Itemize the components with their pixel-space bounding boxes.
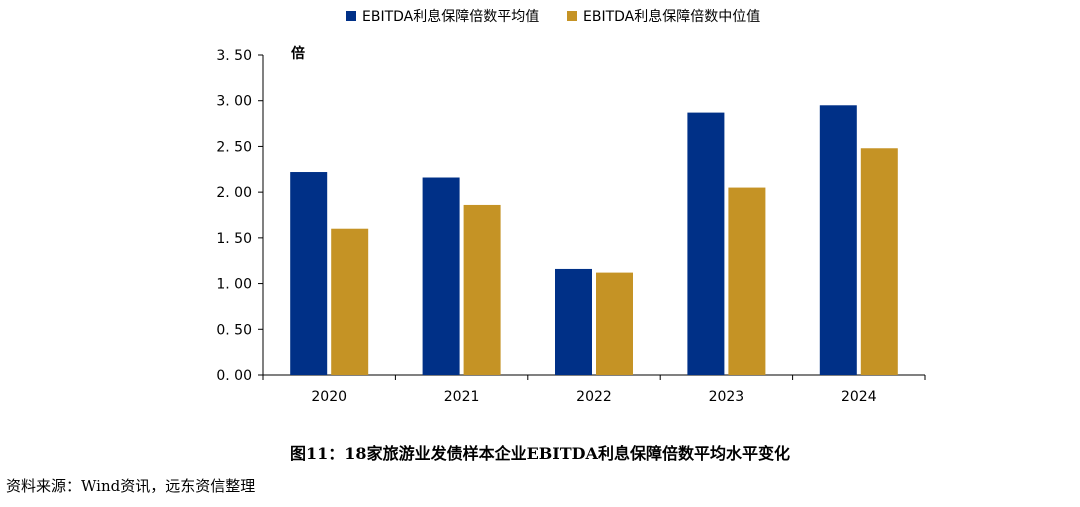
legend-label-average: EBITDA利息保障倍数平均值 [362, 8, 539, 25]
bar-average-2022 [555, 268, 592, 375]
bar-median-2021 [463, 204, 501, 375]
bar-median-2024 [860, 148, 898, 375]
x-tick-label: 2022 [576, 389, 612, 405]
source-note: 资料来源：Wind资讯，远东资信整理 [6, 477, 256, 495]
y-tick-label: 0. 50 [216, 322, 252, 338]
x-tick-label: 2024 [841, 389, 877, 405]
y-tick-label: 3. 50 [216, 48, 252, 64]
bar-median-2023 [728, 187, 766, 375]
y-tick-label: 1. 00 [216, 277, 252, 293]
legend: EBITDA利息保障倍数平均值 EBITDA利息保障倍数中位值 [346, 8, 760, 25]
y-tick-label: 2. 00 [216, 185, 252, 201]
bar-median-2022 [596, 272, 633, 375]
legend-label-median: EBITDA利息保障倍数中位值 [583, 8, 760, 25]
figure-caption: 图11：18家旅游业发债样本企业EBITDA利息保障倍数平均水平变化 [290, 444, 790, 463]
x-tick-label: 2020 [311, 389, 347, 405]
bar-average-2021 [422, 177, 460, 375]
bars [290, 105, 898, 376]
bar-median-2020 [331, 228, 369, 375]
legend-swatch-average [346, 11, 356, 21]
y-ticks: 0. 00 0. 50 1. 00 1. 50 2. 00 2. 50 3. 00 3. 50 [216, 48, 263, 384]
y-tick-label: 1. 50 [216, 231, 252, 247]
y-tick-label: 3. 00 [216, 94, 252, 110]
y-tick-label: 2. 50 [216, 139, 252, 155]
y-unit-label: 倍 [291, 45, 305, 62]
y-tick-label: 0. 00 [216, 368, 252, 384]
x-tick-label: 2023 [709, 389, 745, 405]
bar-average-2024 [819, 105, 857, 376]
bar-average-2020 [290, 172, 328, 375]
legend-swatch-median [567, 11, 577, 21]
x-ticks: 2020 2021 2022 2023 2024 [262, 375, 926, 405]
bar-average-2023 [687, 112, 725, 375]
x-tick-label: 2021 [444, 389, 480, 405]
bar-chart: EBITDA利息保障倍数平均值 EBITDA利息保障倍数中位值 倍 0. 000… [216, 8, 926, 405]
